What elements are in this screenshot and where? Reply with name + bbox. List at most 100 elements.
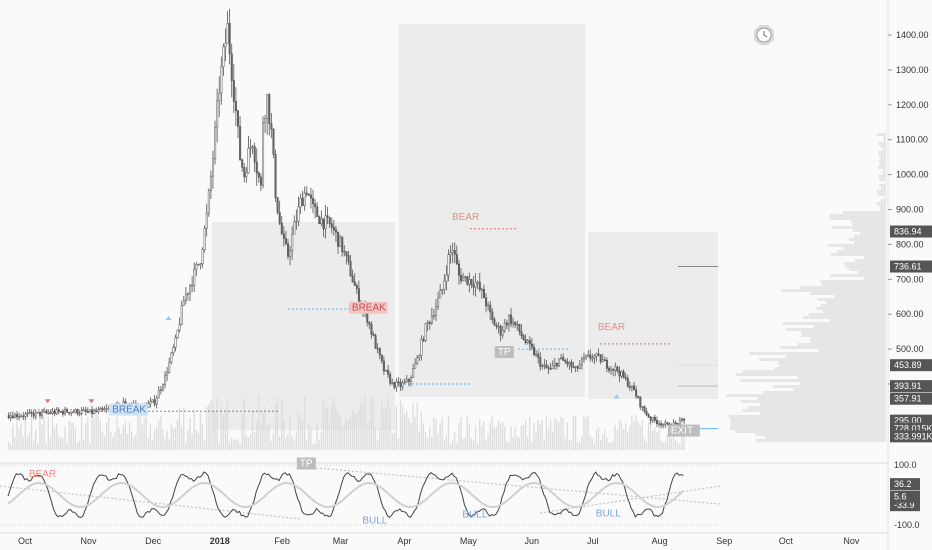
volume-bar [522, 425, 525, 450]
volume-bar [268, 424, 270, 450]
candle-body [547, 367, 550, 369]
volume-bar [393, 432, 395, 450]
profile-bar [809, 292, 886, 295]
candle-body [278, 212, 281, 224]
volume-bar [410, 422, 412, 450]
signal-label-box [667, 424, 700, 437]
profile-bar [879, 208, 886, 211]
candle-body [639, 396, 642, 408]
candle-body [351, 275, 354, 283]
profile-bar [821, 283, 886, 286]
volume-bar [249, 434, 252, 450]
candle-body [243, 167, 246, 178]
candle-body [662, 424, 665, 426]
candle-body [307, 194, 310, 196]
candle-body [82, 409, 85, 412]
price-tick-label: 500.00 [896, 344, 924, 354]
volume-bar [276, 397, 279, 450]
volume-bar [435, 419, 437, 450]
candle-body [526, 340, 529, 343]
candle-body [80, 410, 83, 414]
volume-bar [135, 434, 137, 450]
candle-body [268, 94, 271, 124]
candle-body [237, 110, 240, 127]
volume-bar [303, 396, 306, 450]
candle-body [174, 337, 177, 348]
candle-body [468, 279, 471, 285]
volume-bar [616, 429, 618, 450]
profile-bar [730, 418, 886, 421]
volume-bar [593, 443, 596, 450]
profile-bar [826, 301, 886, 304]
profile-bar [876, 202, 886, 205]
candle-body [428, 322, 431, 324]
price-axis[interactable]: 1400.00 1300.00 1200.00 1100.00 1000.00 900.0… [887, 0, 932, 550]
volume-bar [293, 440, 295, 450]
profile-bar [742, 370, 886, 373]
candle-body [36, 411, 39, 414]
volume-bar [579, 441, 581, 450]
volume-bar [89, 442, 91, 450]
volume-bar [510, 425, 512, 450]
volume-bar [80, 416, 83, 450]
profile-bar [834, 295, 886, 298]
volume-bar [456, 443, 458, 450]
candle-body [658, 423, 661, 425]
candle-body [51, 411, 54, 414]
candle-body [22, 415, 25, 418]
volume-bar [137, 414, 139, 450]
volume-bar [643, 438, 646, 450]
volume-bar [520, 425, 523, 450]
profile-bar [879, 184, 886, 187]
volume-bar [422, 423, 425, 450]
volume-bar [147, 438, 149, 450]
volume-bar [333, 397, 335, 450]
profile-bar [879, 163, 886, 166]
volume-bar [539, 424, 541, 450]
candle-body [264, 118, 267, 123]
profile-bar [829, 214, 886, 217]
candle-body [585, 355, 588, 358]
volume-bar [124, 421, 127, 450]
osc-tick-label: -100.0 [894, 520, 920, 530]
candle-body [574, 366, 577, 368]
candle-body [426, 322, 429, 324]
candle-body [387, 369, 390, 375]
time-axis[interactable]: Oct Nov Dec 2018 Feb Mar Apr May Jun Jul Aug Sep Oct… [0, 532, 888, 546]
candle-body [172, 347, 175, 354]
candle-body [326, 215, 329, 218]
profile-bar [876, 133, 886, 136]
volume-bar [560, 416, 562, 450]
volume-bar [481, 426, 483, 450]
candle-body [533, 346, 536, 355]
volume-bar [224, 409, 227, 450]
volume-bar [356, 413, 358, 450]
profile-bar [801, 331, 886, 334]
candle-body [389, 374, 392, 384]
volume-bar [72, 422, 74, 450]
candle-body [537, 353, 540, 358]
candle-body [391, 382, 394, 384]
osc-label-box [296, 457, 316, 470]
volume-bar [464, 437, 466, 450]
candle-body [474, 282, 477, 288]
candle-body [257, 172, 260, 178]
price-tick-label: 700.00 [896, 274, 924, 284]
volume-bar [574, 415, 577, 450]
volume-bar [185, 442, 187, 450]
volume-bar [379, 427, 381, 450]
zone-box [399, 24, 585, 397]
profile-bar [878, 151, 886, 154]
volume-bar [451, 440, 454, 450]
candle-body [599, 354, 602, 363]
volume-bar [108, 417, 110, 450]
volume-bar [443, 440, 445, 450]
candle-body [635, 389, 638, 397]
volume-bar [166, 430, 168, 450]
profile-bar [879, 160, 886, 163]
volume-bar [237, 439, 239, 450]
signal-label: EXIT [671, 426, 693, 437]
candle-body [580, 358, 583, 365]
clock-icon[interactable] [754, 25, 774, 45]
